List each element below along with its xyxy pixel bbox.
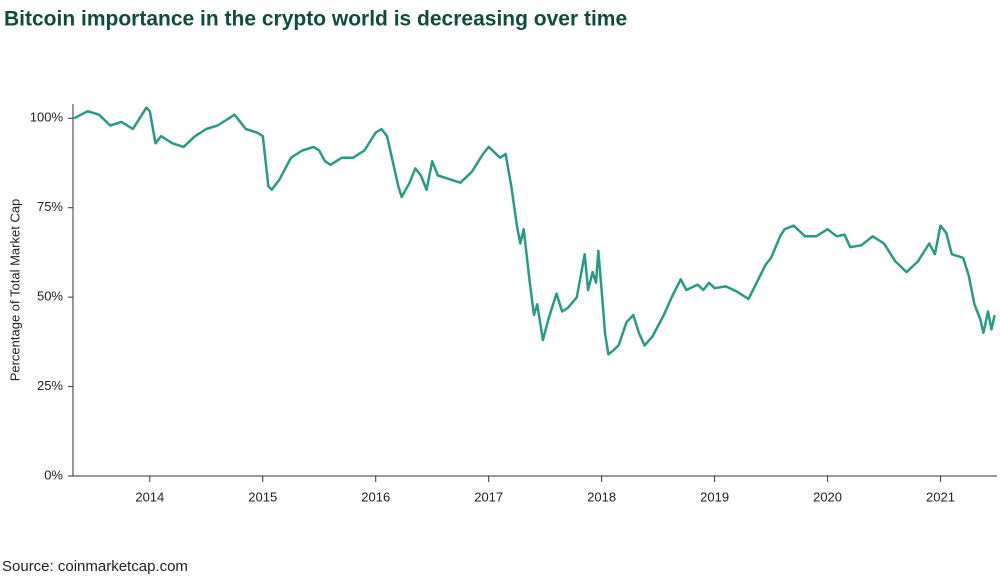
y-tick-label: 0% xyxy=(44,467,63,482)
x-tick-label: 2020 xyxy=(813,489,842,504)
data-line xyxy=(73,106,996,356)
y-tick-label: 75% xyxy=(37,199,63,214)
x-tick-label: 2015 xyxy=(248,489,277,504)
x-tick-label: 2021 xyxy=(926,489,955,504)
x-tick-label: 2016 xyxy=(361,489,390,504)
x-tick-label: 2014 xyxy=(135,489,164,504)
chart-title: Bitcoin importance in the crypto world i… xyxy=(4,8,627,31)
x-tick-label: 2019 xyxy=(700,489,729,504)
x-tick-label: 2018 xyxy=(587,489,616,504)
x-tick-label: 2017 xyxy=(474,489,503,504)
y-axis-label: Percentage of Total Market Cap xyxy=(7,199,22,382)
y-tick-label: 50% xyxy=(37,289,63,304)
y-tick-label: 100% xyxy=(30,110,64,125)
source: Source: coinmarketcap.com xyxy=(2,558,188,575)
y-tick-label: 25% xyxy=(37,378,63,393)
